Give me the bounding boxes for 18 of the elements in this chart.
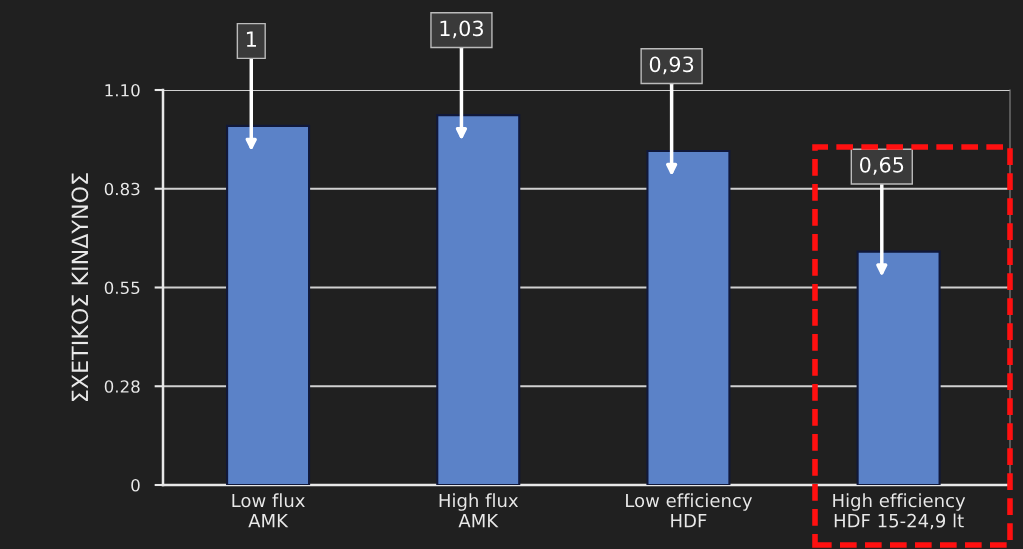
data-label: 0,93 <box>649 56 694 75</box>
bar <box>226 124 311 485</box>
y-tick-label: 0.83 <box>104 182 140 196</box>
y-tick-label: 0.55 <box>104 281 140 295</box>
x-tick-label: Low efficiency HDF <box>626 493 753 528</box>
bar <box>436 114 521 485</box>
y-axis-title: ΣΧΕΤΙΚΟΣ ΚΙΝΔΥΝΟΣ <box>71 173 89 401</box>
data-label: 0,65 <box>859 156 904 175</box>
x-tick-label: Low flux AMK <box>232 493 305 528</box>
y-tick-label: 1.10 <box>105 83 140 97</box>
y-tick-label: 0.28 <box>104 380 140 393</box>
y-tick-label: 0 <box>131 478 140 492</box>
bar <box>856 250 941 485</box>
x-tick-label: High efficiency HDF 15-24,9 lt <box>833 493 966 530</box>
x-tick-label: High flux AMK <box>439 493 519 528</box>
bar <box>646 150 731 485</box>
data-label: 1 <box>246 31 256 47</box>
data-label: 1,03 <box>440 20 483 39</box>
